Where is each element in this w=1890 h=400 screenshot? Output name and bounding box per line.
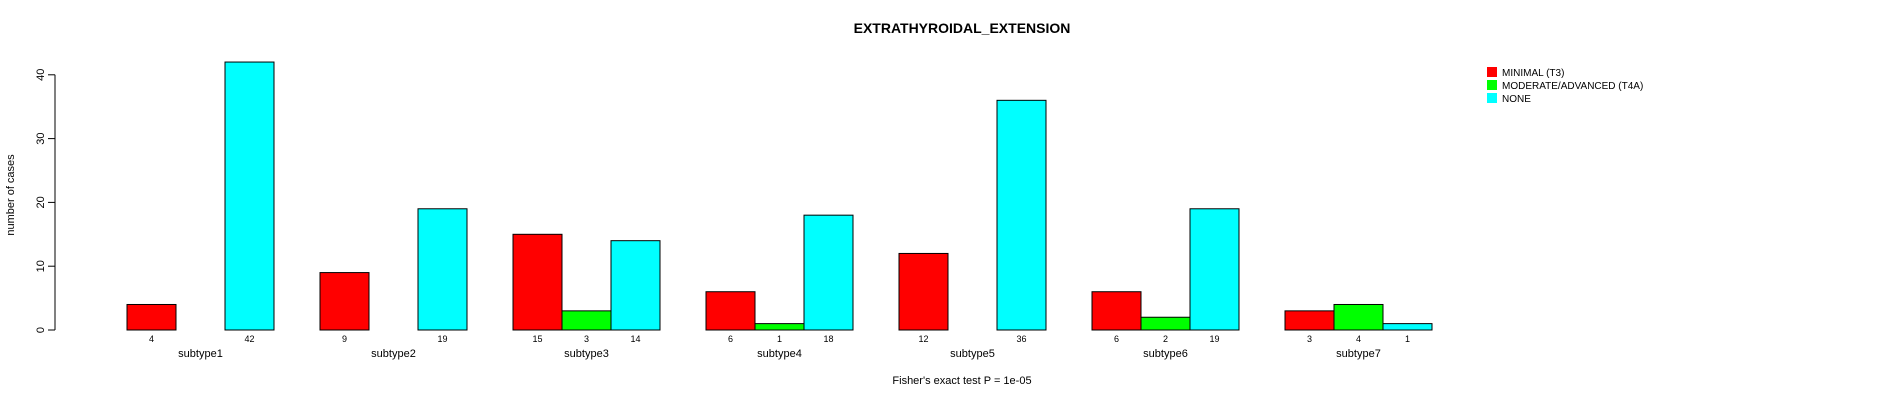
legend: MINIMAL (T3) MODERATE/ADVANCED (T4A) NONE [1487,67,1643,105]
legend-swatch-0 [1487,67,1497,77]
bar-subtype5-series-2 [996,99,1047,331]
category-label-subtype3: subtype3 [564,348,609,360]
bar-subtype6-series-1 [1140,316,1191,331]
legend-label-0: MINIMAL (T3) [1502,68,1564,79]
y-axis: 0 10 20 30 40 [35,69,56,333]
y-tick-label: 10 [35,260,47,272]
category-label-subtype5: subtype5 [950,348,995,360]
data-label: 6 [728,334,733,344]
bar-subtype4-series-2 [803,214,854,331]
data-label: 42 [244,334,254,344]
bar-subtype3-series-2 [610,240,661,331]
legend-label-2: NONE [1502,94,1531,105]
data-label: 19 [437,334,447,344]
bar-subtype4-series-1 [754,323,805,331]
category-label-subtype6: subtype6 [1143,348,1188,360]
bar-subtype4-series-0 [705,291,756,331]
y-tick-label: 30 [35,132,47,144]
data-label: 1 [1405,334,1410,344]
data-label: 4 [149,334,154,344]
chart-title: EXTRATHYROIDAL_EXTENSION [854,20,1071,36]
bar-subtype6-series-0 [1091,291,1142,331]
y-tick-label: 0 [35,327,47,333]
data-label: 12 [918,334,928,344]
bar-subtype3-series-1 [561,310,612,331]
category-label-subtype7: subtype7 [1336,348,1381,360]
data-label: 15 [532,334,542,344]
bar-subtype3-series-0 [512,233,563,331]
category-label-subtype1: subtype1 [178,348,223,360]
bar-subtype7-series-1 [1333,303,1384,331]
bar-subtype7-series-2 [1382,323,1433,331]
bar-subtype2-series-0 [319,272,370,331]
bars-group [126,61,1433,331]
data-label: 1 [777,334,782,344]
data-label: 2 [1163,334,1168,344]
data-label: 4 [1356,334,1361,344]
data-label: 6 [1114,334,1119,344]
bar-subtype6-series-2 [1189,208,1240,331]
data-label: 19 [1209,334,1219,344]
data-label: 3 [584,334,589,344]
data-label: 9 [342,334,347,344]
bar-subtype5-series-0 [898,252,949,331]
bar-subtype1-series-2 [224,61,275,331]
y-tick-label: 20 [35,196,47,208]
legend-swatch-2 [1487,93,1497,103]
legend-swatch-1 [1487,80,1497,90]
bar-subtype7-series-0 [1284,310,1335,331]
bar-subtype1-series-0 [126,303,177,331]
data-label: 14 [630,334,640,344]
category-label-subtype4: subtype4 [757,348,802,360]
data-label: 18 [823,334,833,344]
y-tick-label: 40 [35,69,47,81]
data-label: 3 [1307,334,1312,344]
x-axis-label: Fisher's exact test P = 1e-05 [892,375,1031,387]
y-axis-label: number of cases [5,154,17,236]
legend-label-1: MODERATE/ADVANCED (T4A) [1502,81,1643,92]
bar-subtype2-series-2 [417,208,468,331]
category-label-subtype2: subtype2 [371,348,416,360]
data-label: 36 [1016,334,1026,344]
